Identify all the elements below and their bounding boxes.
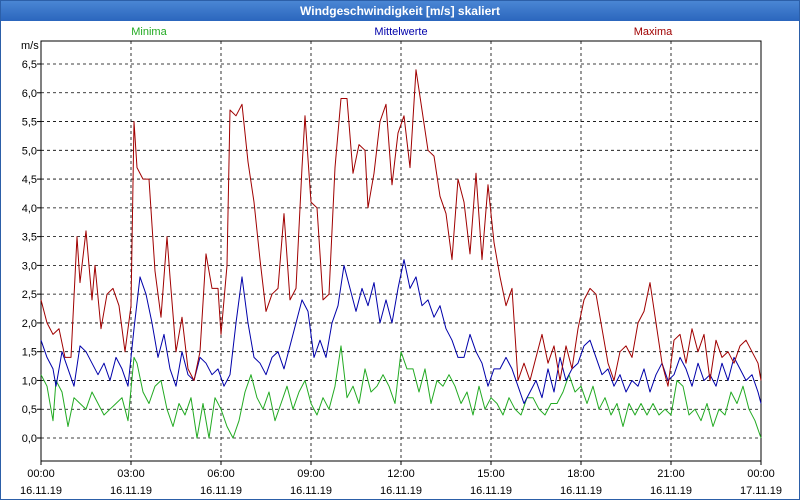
- series-line-mittelwerte: [40, 259, 762, 404]
- x-tick-time-label: 06:00: [207, 468, 235, 480]
- x-tick-time-label: 12:00: [387, 468, 415, 480]
- x-tick-date-label: 16.11.19: [110, 485, 152, 497]
- y-axis: 0,0 0,5 1,0 1,5 2,0 2,5 3,0 3,5 4,0 4,5 5,0 5,5 6,0 6…: [22, 59, 41, 445]
- y-tick-label: 0,5: [22, 404, 37, 416]
- x-tick-time-label: 00:00: [747, 468, 775, 480]
- legend-maxima: Maxima: [634, 26, 673, 38]
- y-tick-label: 3,0: [22, 260, 37, 272]
- legend: Minima Mittelwerte Maxima: [131, 26, 673, 38]
- window-title: Windgeschwindigkeit [m/s] skaliert: [1, 1, 799, 21]
- y-axis-label: m/s: [21, 40, 39, 52]
- legend-minima: Minima: [131, 26, 167, 38]
- y-tick-label: 6,0: [22, 88, 37, 100]
- x-tick-time-label: 21:00: [657, 468, 685, 480]
- x-tick-time-label: 15:00: [477, 468, 505, 480]
- x-tick-time-label: 03:00: [117, 468, 145, 480]
- y-tick-label: 5,5: [22, 117, 37, 129]
- x-axis: 00:00 16.11.19 03:00 16.11.19 06:00 16.11.19 0…: [20, 461, 782, 497]
- y-tick-label: 6,5: [22, 59, 37, 71]
- x-tick-date-label: 16.11.19: [470, 485, 512, 497]
- y-tick-label: 1,0: [22, 375, 37, 387]
- x-tick-date-label: 16.11.19: [650, 485, 692, 497]
- grid: [41, 41, 761, 461]
- x-tick-date-label: 16.11.19: [290, 485, 332, 497]
- x-tick-date-label: 17.11.19: [740, 485, 782, 497]
- wind-speed-chart: 0,0 0,5 1,0 1,5 2,0 2,5 3,0 3,5 4,0 4,5 5,0 5,5 6,0 6…: [20, 26, 782, 497]
- x-tick-time-label: 09:00: [297, 468, 325, 480]
- y-tick-label: 3,5: [22, 232, 37, 244]
- x-tick-time-label: 18:00: [567, 468, 595, 480]
- y-tick-label: 4,0: [22, 203, 37, 215]
- x-tick-date-label: 16.11.19: [560, 485, 602, 497]
- y-tick-label: 0,0: [22, 433, 37, 445]
- series-line-minima: [40, 345, 762, 439]
- x-tick-time-label: 00:00: [27, 468, 55, 480]
- y-tick-label: 4,5: [22, 174, 37, 186]
- x-tick-date-label: 16.11.19: [200, 485, 242, 497]
- y-tick-label: 1,5: [22, 347, 37, 359]
- y-tick-label: 2,5: [22, 289, 37, 301]
- y-tick-label: 2,0: [22, 318, 37, 330]
- x-tick-date-label: 16.11.19: [380, 485, 422, 497]
- series-group: [40, 69, 762, 439]
- x-tick-date-label: 16.11.19: [20, 485, 62, 497]
- y-tick-label: 5,0: [22, 145, 37, 157]
- series-line-maxima: [40, 69, 762, 387]
- legend-mittelwerte: Mittelwerte: [374, 26, 427, 38]
